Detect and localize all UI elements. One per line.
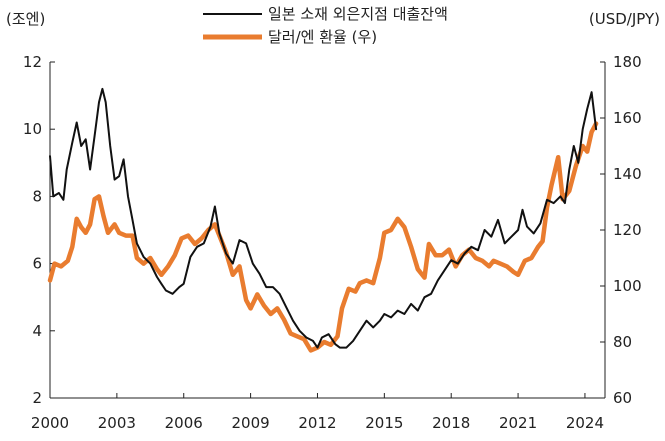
- x-tick-label: 2018: [432, 414, 470, 432]
- legend-label-loans: 일본 소재 외은지점 대출잔액: [268, 5, 448, 23]
- right-tick-label: 100: [613, 277, 642, 295]
- series-line-foreign-bank-loans: [49, 87, 598, 349]
- plot-frame: [49, 62, 606, 399]
- series-layer: [47, 87, 599, 353]
- x-tick-label: 2009: [232, 414, 270, 432]
- right-axis-ticks: 60 80 100 120 140 160 180: [600, 53, 642, 407]
- legend-label-fx: 달러/엔 환율 (우): [268, 28, 377, 46]
- x-axis-ticks: 2000 2003 2006 2009 2012 2015 2018 2021 2024: [31, 393, 604, 432]
- left-axis-ticks: 2 4 6 8 10 12: [23, 53, 55, 407]
- left-axis-unit: (조엔): [6, 10, 45, 28]
- right-tick-label: 60: [613, 389, 632, 407]
- x-tick-label: 2012: [298, 414, 336, 432]
- left-tick-label: 12: [23, 53, 42, 71]
- x-tick-label: 2024: [566, 414, 604, 432]
- left-tick-label: 2: [32, 389, 42, 407]
- x-tick-label: 2003: [98, 414, 136, 432]
- right-axis-unit: (USD/JPY): [589, 10, 660, 28]
- left-tick-label: 6: [32, 255, 42, 273]
- left-tick-label: 4: [32, 322, 42, 340]
- legend: 일본 소재 외은지점 대출잔액 달러/엔 환율 (우): [203, 5, 448, 46]
- right-tick-label: 180: [613, 53, 642, 71]
- x-tick-label: 2015: [365, 414, 403, 432]
- right-tick-label: 140: [613, 165, 642, 183]
- x-tick-label: 2021: [499, 414, 537, 432]
- right-tick-label: 160: [613, 109, 642, 127]
- right-tick-label: 120: [613, 221, 642, 239]
- series-line-usd-jpy: [47, 121, 599, 353]
- right-tick-label: 80: [613, 333, 632, 351]
- x-tick-label: 2000: [31, 414, 69, 432]
- left-tick-label: 10: [23, 120, 42, 138]
- x-tick-label: 2006: [165, 414, 203, 432]
- left-tick-label: 8: [32, 187, 42, 205]
